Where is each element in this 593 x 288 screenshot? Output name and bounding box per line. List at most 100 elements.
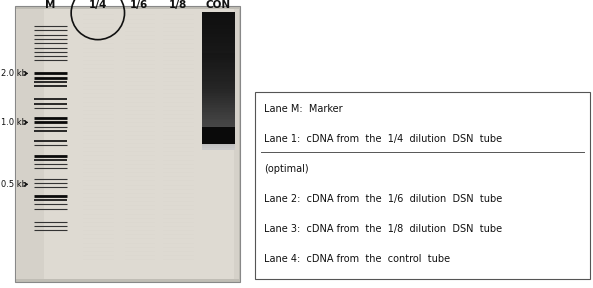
Bar [202,105,234,107]
Bar [202,134,234,136]
Bar [202,20,234,22]
Bar [202,139,234,141]
Bar [202,18,234,20]
Text: Lane 1:  cDNA from  the  1/4  dilution  DSN  tube: Lane 1: cDNA from the 1/4 dilution DSN t… [264,134,502,144]
Bar [202,43,234,44]
Bar [202,29,234,31]
Bar [202,126,234,127]
Bar [202,58,234,60]
Bar [202,41,234,43]
Bar [202,48,234,50]
Bar [202,63,234,65]
Bar [202,32,234,34]
Bar [202,119,234,120]
Bar [202,100,234,101]
Bar [202,88,234,89]
Bar [202,13,234,15]
Bar [202,34,234,36]
Text: 1/6: 1/6 [130,0,148,10]
Bar [202,51,234,53]
Bar [202,17,234,18]
Bar [202,113,234,115]
Bar [202,84,234,86]
Text: 1/4: 1/4 [89,0,107,10]
Bar [202,127,234,144]
Bar [202,120,234,122]
Bar [202,50,234,51]
Bar [202,44,234,46]
Bar [202,27,234,29]
Text: Lane M:  Marker: Lane M: Marker [264,105,343,114]
Bar [202,91,234,93]
Bar [202,79,234,81]
Bar [202,69,234,70]
Bar [202,12,234,13]
Bar [202,53,234,55]
Text: Lane 4:  cDNA from  the  control  tube: Lane 4: cDNA from the control tube [264,254,450,264]
Bar [202,138,234,139]
Bar [202,70,234,72]
Bar [202,24,234,25]
Bar [202,94,234,96]
Bar [202,60,234,62]
Bar [202,89,234,91]
Bar [202,132,234,134]
Text: Lane 2:  cDNA from  the  1/6  dilution  DSN  tube: Lane 2: cDNA from the 1/6 dilution DSN t… [264,194,502,204]
Bar [202,15,234,17]
Bar [202,56,234,58]
Bar [202,108,234,110]
Bar [202,141,234,143]
Bar [202,82,234,84]
Bar [202,62,234,63]
Bar [202,81,234,82]
Bar [202,146,234,148]
Text: 1/8: 1/8 [169,0,187,10]
Bar [202,36,234,37]
Text: Lane 3:  cDNA from  the  1/8  dilution  DSN  tube: Lane 3: cDNA from the 1/8 dilution DSN t… [264,224,502,234]
Bar [202,72,234,74]
Bar [202,127,234,129]
Bar [15,6,240,282]
Bar [202,22,234,24]
Bar [202,115,234,117]
Text: 2.0 kb: 2.0 kb [1,69,27,78]
Bar [202,107,234,108]
Bar [202,101,234,103]
Text: (optimal): (optimal) [264,164,308,174]
Bar [202,31,234,32]
Bar [16,9,239,279]
Bar [202,37,234,39]
Bar [202,98,234,100]
Bar [202,117,234,119]
Bar [202,46,234,48]
Bar [202,75,234,77]
Bar [202,103,234,105]
Bar [202,112,234,113]
Text: 1.0 kb: 1.0 kb [1,118,27,127]
Bar [44,9,234,279]
Text: CON: CON [206,0,231,10]
Bar [202,93,234,94]
Bar [202,12,234,127]
Bar [202,131,234,132]
Bar [202,65,234,67]
Bar [202,55,234,56]
Bar [202,129,234,131]
Bar [202,77,234,79]
Bar [202,67,234,69]
Bar [202,96,234,98]
Bar [202,136,234,138]
Bar [202,74,234,75]
Text: M: M [45,0,56,10]
Bar [202,122,234,124]
Bar [202,25,234,27]
Bar [202,148,234,150]
Bar [202,124,234,126]
Bar [202,86,234,88]
Bar [202,145,234,146]
Bar [255,92,590,279]
Bar [202,143,234,145]
Bar [202,39,234,41]
Text: 0.5 kb: 0.5 kb [1,180,27,189]
Bar [202,110,234,112]
